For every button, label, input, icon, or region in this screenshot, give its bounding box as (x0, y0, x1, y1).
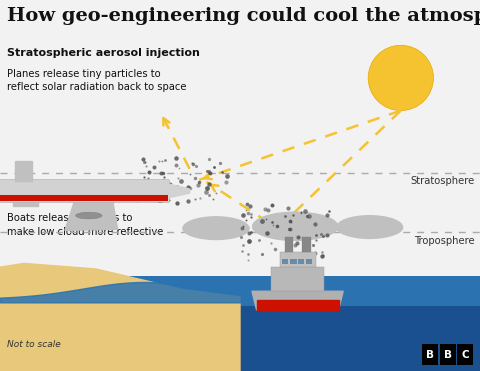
Ellipse shape (264, 213, 311, 232)
FancyBboxPatch shape (0, 195, 168, 201)
Bar (422, 344, 438, 365)
Ellipse shape (252, 211, 338, 241)
Ellipse shape (192, 217, 228, 233)
Text: Stratospheric aerosol injection: Stratospheric aerosol injection (7, 48, 200, 58)
Ellipse shape (182, 216, 250, 240)
Ellipse shape (282, 216, 338, 238)
Ellipse shape (252, 216, 308, 238)
Text: Not to scale: Not to scale (7, 340, 61, 349)
Ellipse shape (357, 216, 394, 232)
Text: Planes release tiny particles to
reflect solar radiation back to space: Planes release tiny particles to reflect… (7, 69, 187, 92)
Bar (457, 344, 473, 365)
Ellipse shape (204, 217, 240, 233)
Bar (298, 259, 304, 264)
Bar (0, 306, 480, 371)
Text: Stratosphere: Stratosphere (410, 176, 474, 186)
Ellipse shape (75, 212, 102, 219)
Polygon shape (252, 291, 343, 310)
Ellipse shape (360, 219, 403, 237)
Text: Marine cloud brightening: Marine cloud brightening (7, 193, 165, 203)
Ellipse shape (353, 216, 386, 232)
Polygon shape (15, 161, 32, 181)
Bar (440, 344, 456, 365)
Polygon shape (65, 201, 118, 230)
Text: B: B (426, 350, 434, 359)
Polygon shape (12, 194, 38, 206)
Text: C: C (461, 350, 468, 359)
Ellipse shape (279, 213, 327, 232)
FancyBboxPatch shape (0, 180, 169, 203)
Bar (279, 252, 316, 267)
Polygon shape (166, 184, 190, 198)
Text: B: B (444, 350, 452, 359)
Polygon shape (0, 263, 240, 371)
Ellipse shape (274, 213, 317, 232)
Ellipse shape (336, 215, 403, 239)
Bar (0, 276, 480, 371)
Bar (282, 259, 288, 264)
Ellipse shape (182, 220, 226, 238)
Ellipse shape (368, 45, 433, 111)
Bar (302, 237, 311, 252)
Bar (271, 267, 324, 291)
Ellipse shape (206, 220, 250, 238)
Text: Troposphere: Troposphere (414, 236, 474, 246)
Bar (285, 237, 293, 252)
Ellipse shape (199, 217, 233, 233)
Ellipse shape (336, 219, 380, 237)
Bar (306, 259, 312, 264)
Bar (290, 259, 297, 264)
Ellipse shape (345, 216, 382, 232)
Text: How geo-engineering could cool the atmosphere: How geo-engineering could cool the atmos… (7, 7, 480, 26)
Text: Boats release aerosols to
make low cloud more reflective: Boats release aerosols to make low cloud… (7, 213, 164, 237)
Polygon shape (256, 300, 339, 310)
